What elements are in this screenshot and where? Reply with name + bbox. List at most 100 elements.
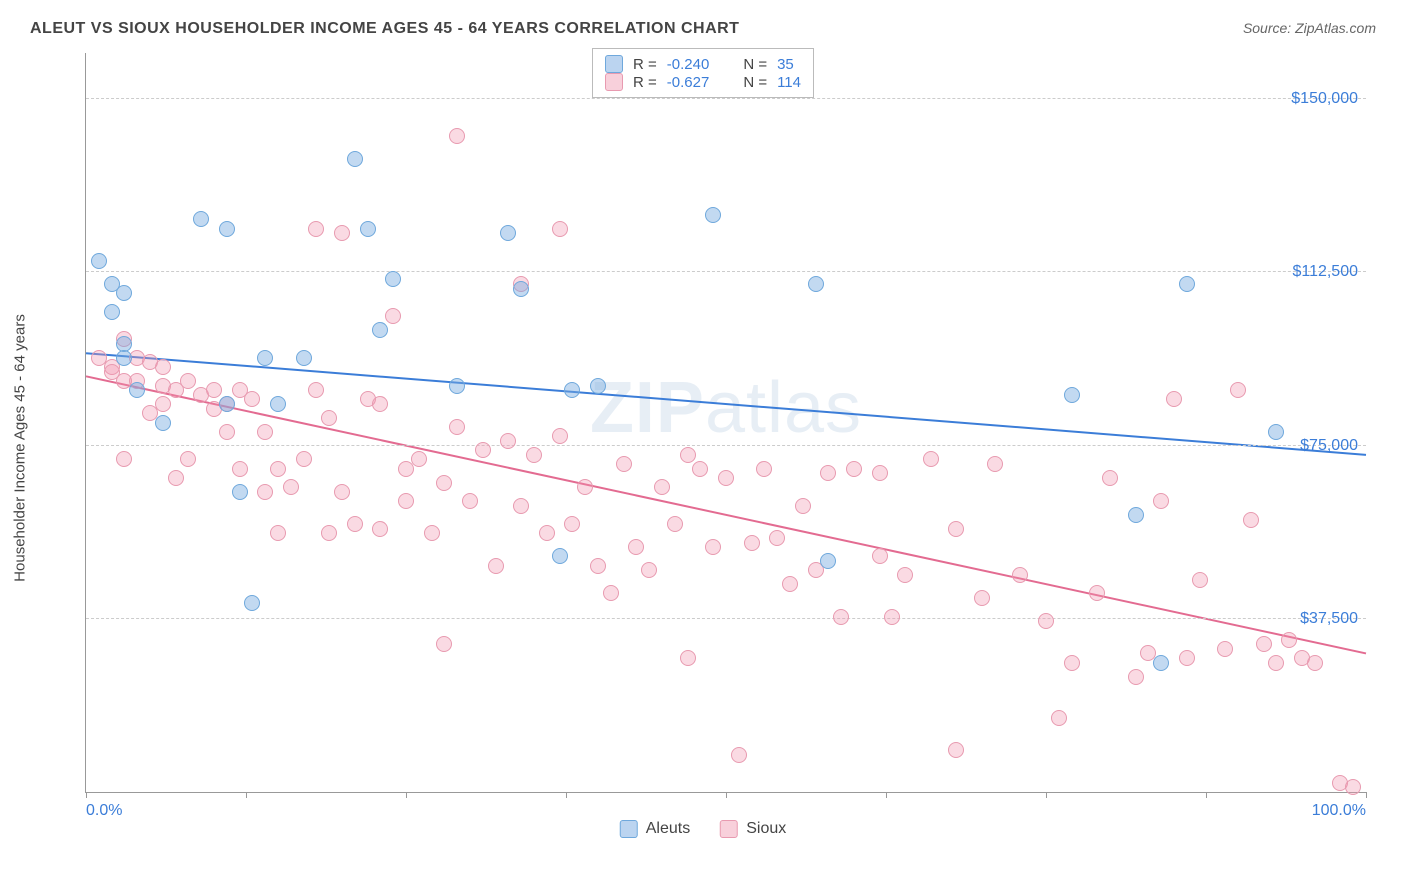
gridline — [86, 271, 1366, 272]
n-value: 35 — [777, 56, 794, 73]
data-point — [948, 742, 964, 758]
data-point — [923, 451, 939, 467]
data-point — [1064, 387, 1080, 403]
data-point — [372, 396, 388, 412]
data-point — [462, 493, 478, 509]
chart-header: ALEUT VS SIOUX HOUSEHOLDER INCOME AGES 4… — [30, 20, 1376, 38]
gridline — [86, 98, 1366, 99]
n-label: N = — [743, 74, 767, 91]
data-point — [552, 428, 568, 444]
data-point — [436, 475, 452, 491]
r-value: -0.627 — [667, 74, 710, 91]
data-point — [872, 465, 888, 481]
data-point — [360, 221, 376, 237]
y-tick-label: $37,500 — [1300, 610, 1358, 628]
data-point — [334, 225, 350, 241]
y-axis-label: Householder Income Ages 45 - 64 years — [12, 314, 29, 582]
data-point — [283, 479, 299, 495]
data-point — [347, 151, 363, 167]
data-point — [257, 350, 273, 366]
data-point — [590, 558, 606, 574]
data-point — [1012, 567, 1028, 583]
data-point — [974, 590, 990, 606]
data-point — [411, 451, 427, 467]
data-point — [820, 465, 836, 481]
chart-wrap: Householder Income Ages 45 - 64 years ZI… — [30, 48, 1376, 848]
data-point — [513, 281, 529, 297]
data-point — [769, 530, 785, 546]
data-point — [1217, 641, 1233, 657]
data-point — [232, 461, 248, 477]
data-point — [616, 456, 632, 472]
x-tick — [246, 792, 247, 798]
x-tick — [726, 792, 727, 798]
data-point — [641, 562, 657, 578]
data-point — [334, 484, 350, 500]
data-point — [219, 396, 235, 412]
x-tick — [1366, 792, 1367, 798]
data-point — [1192, 572, 1208, 588]
data-point — [193, 211, 209, 227]
data-point — [1128, 507, 1144, 523]
data-point — [846, 461, 862, 477]
data-point — [820, 553, 836, 569]
data-point — [155, 415, 171, 431]
data-point — [347, 516, 363, 532]
data-point — [539, 525, 555, 541]
data-point — [1243, 512, 1259, 528]
x-tick-label: 0.0% — [86, 802, 122, 820]
data-point — [667, 516, 683, 532]
data-point — [1051, 710, 1067, 726]
gridline — [86, 445, 1366, 446]
legend-swatch — [720, 820, 738, 838]
data-point — [1281, 632, 1297, 648]
data-point — [1179, 650, 1195, 666]
data-point — [564, 382, 580, 398]
data-point — [577, 479, 593, 495]
data-point — [424, 525, 440, 541]
data-point — [1038, 613, 1054, 629]
data-point — [513, 498, 529, 514]
data-point — [296, 451, 312, 467]
data-point — [718, 470, 734, 486]
data-point — [232, 484, 248, 500]
legend-swatch — [605, 55, 623, 73]
data-point — [705, 207, 721, 223]
data-point — [155, 396, 171, 412]
data-point — [1179, 276, 1195, 292]
data-point — [692, 461, 708, 477]
data-point — [808, 276, 824, 292]
data-point — [270, 396, 286, 412]
data-point — [1089, 585, 1105, 601]
data-point — [308, 382, 324, 398]
data-point — [244, 391, 260, 407]
data-point — [897, 567, 913, 583]
data-point — [91, 253, 107, 269]
data-point — [168, 470, 184, 486]
data-point — [552, 548, 568, 564]
data-point — [385, 271, 401, 287]
data-point — [590, 378, 606, 394]
data-point — [155, 359, 171, 375]
data-point — [603, 585, 619, 601]
legend-item: Sioux — [720, 820, 786, 838]
x-tick — [566, 792, 567, 798]
data-point — [680, 447, 696, 463]
data-point — [116, 350, 132, 366]
data-point — [1153, 493, 1169, 509]
r-label: R = — [633, 74, 657, 91]
data-point — [321, 410, 337, 426]
data-point — [219, 424, 235, 440]
data-point — [1128, 669, 1144, 685]
data-point — [1268, 424, 1284, 440]
data-point — [564, 516, 580, 532]
data-point — [308, 221, 324, 237]
data-point — [1307, 655, 1323, 671]
data-point — [731, 747, 747, 763]
legend-label: Aleuts — [646, 820, 690, 838]
data-point — [398, 493, 414, 509]
data-point — [795, 498, 811, 514]
data-point — [116, 285, 132, 301]
data-point — [1166, 391, 1182, 407]
gridline — [86, 618, 1366, 619]
